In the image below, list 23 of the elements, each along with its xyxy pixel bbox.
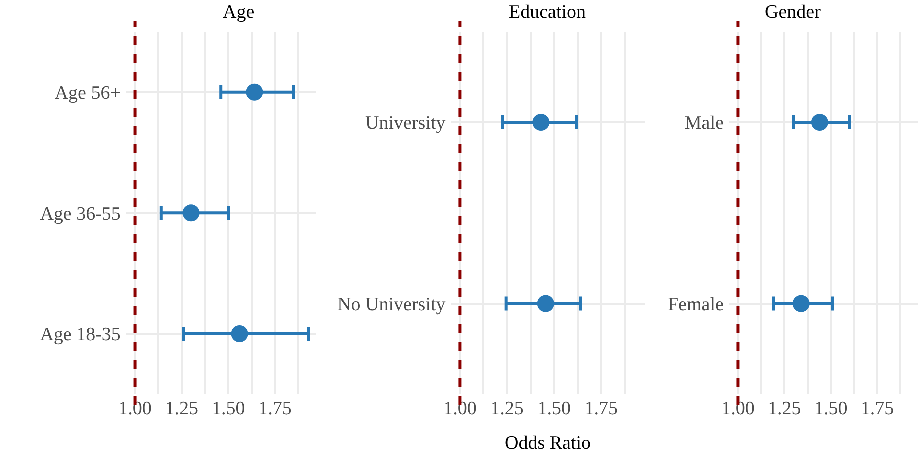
x-tick-label: 1.25: [768, 398, 802, 420]
y-tick-label: Female: [668, 294, 724, 316]
chart-title: Age: [223, 2, 255, 23]
x-axis-title: Odds Ratio: [505, 433, 592, 454]
x-tick-label: 1.75: [584, 398, 618, 420]
chart-title: Education: [509, 2, 587, 23]
x-tick-label: 1.50: [814, 398, 848, 420]
y-tick-label: Age 18-35: [40, 324, 121, 346]
x-tick-label: 1.50: [212, 398, 246, 420]
x-tick-label: 1.75: [258, 398, 292, 420]
x-tick-label: 1.75: [860, 398, 894, 420]
y-tick-label: Age 56+: [54, 82, 121, 104]
y-tick-label: No University: [338, 294, 446, 316]
y-tick-label: Male: [684, 113, 724, 134]
x-tick-label: 1.00: [444, 398, 477, 420]
x-tick-label: 1.25: [490, 398, 524, 420]
y-tick-label: Age 36-55: [40, 204, 121, 225]
chart-title: Gender: [765, 2, 822, 23]
x-tick-label: 1.50: [538, 398, 571, 420]
y-tick-label: University: [366, 113, 446, 134]
x-tick-label: 1.25: [165, 398, 199, 420]
x-tick-label: 1.00: [118, 398, 152, 420]
x-tick-label: 1.00: [722, 398, 755, 420]
